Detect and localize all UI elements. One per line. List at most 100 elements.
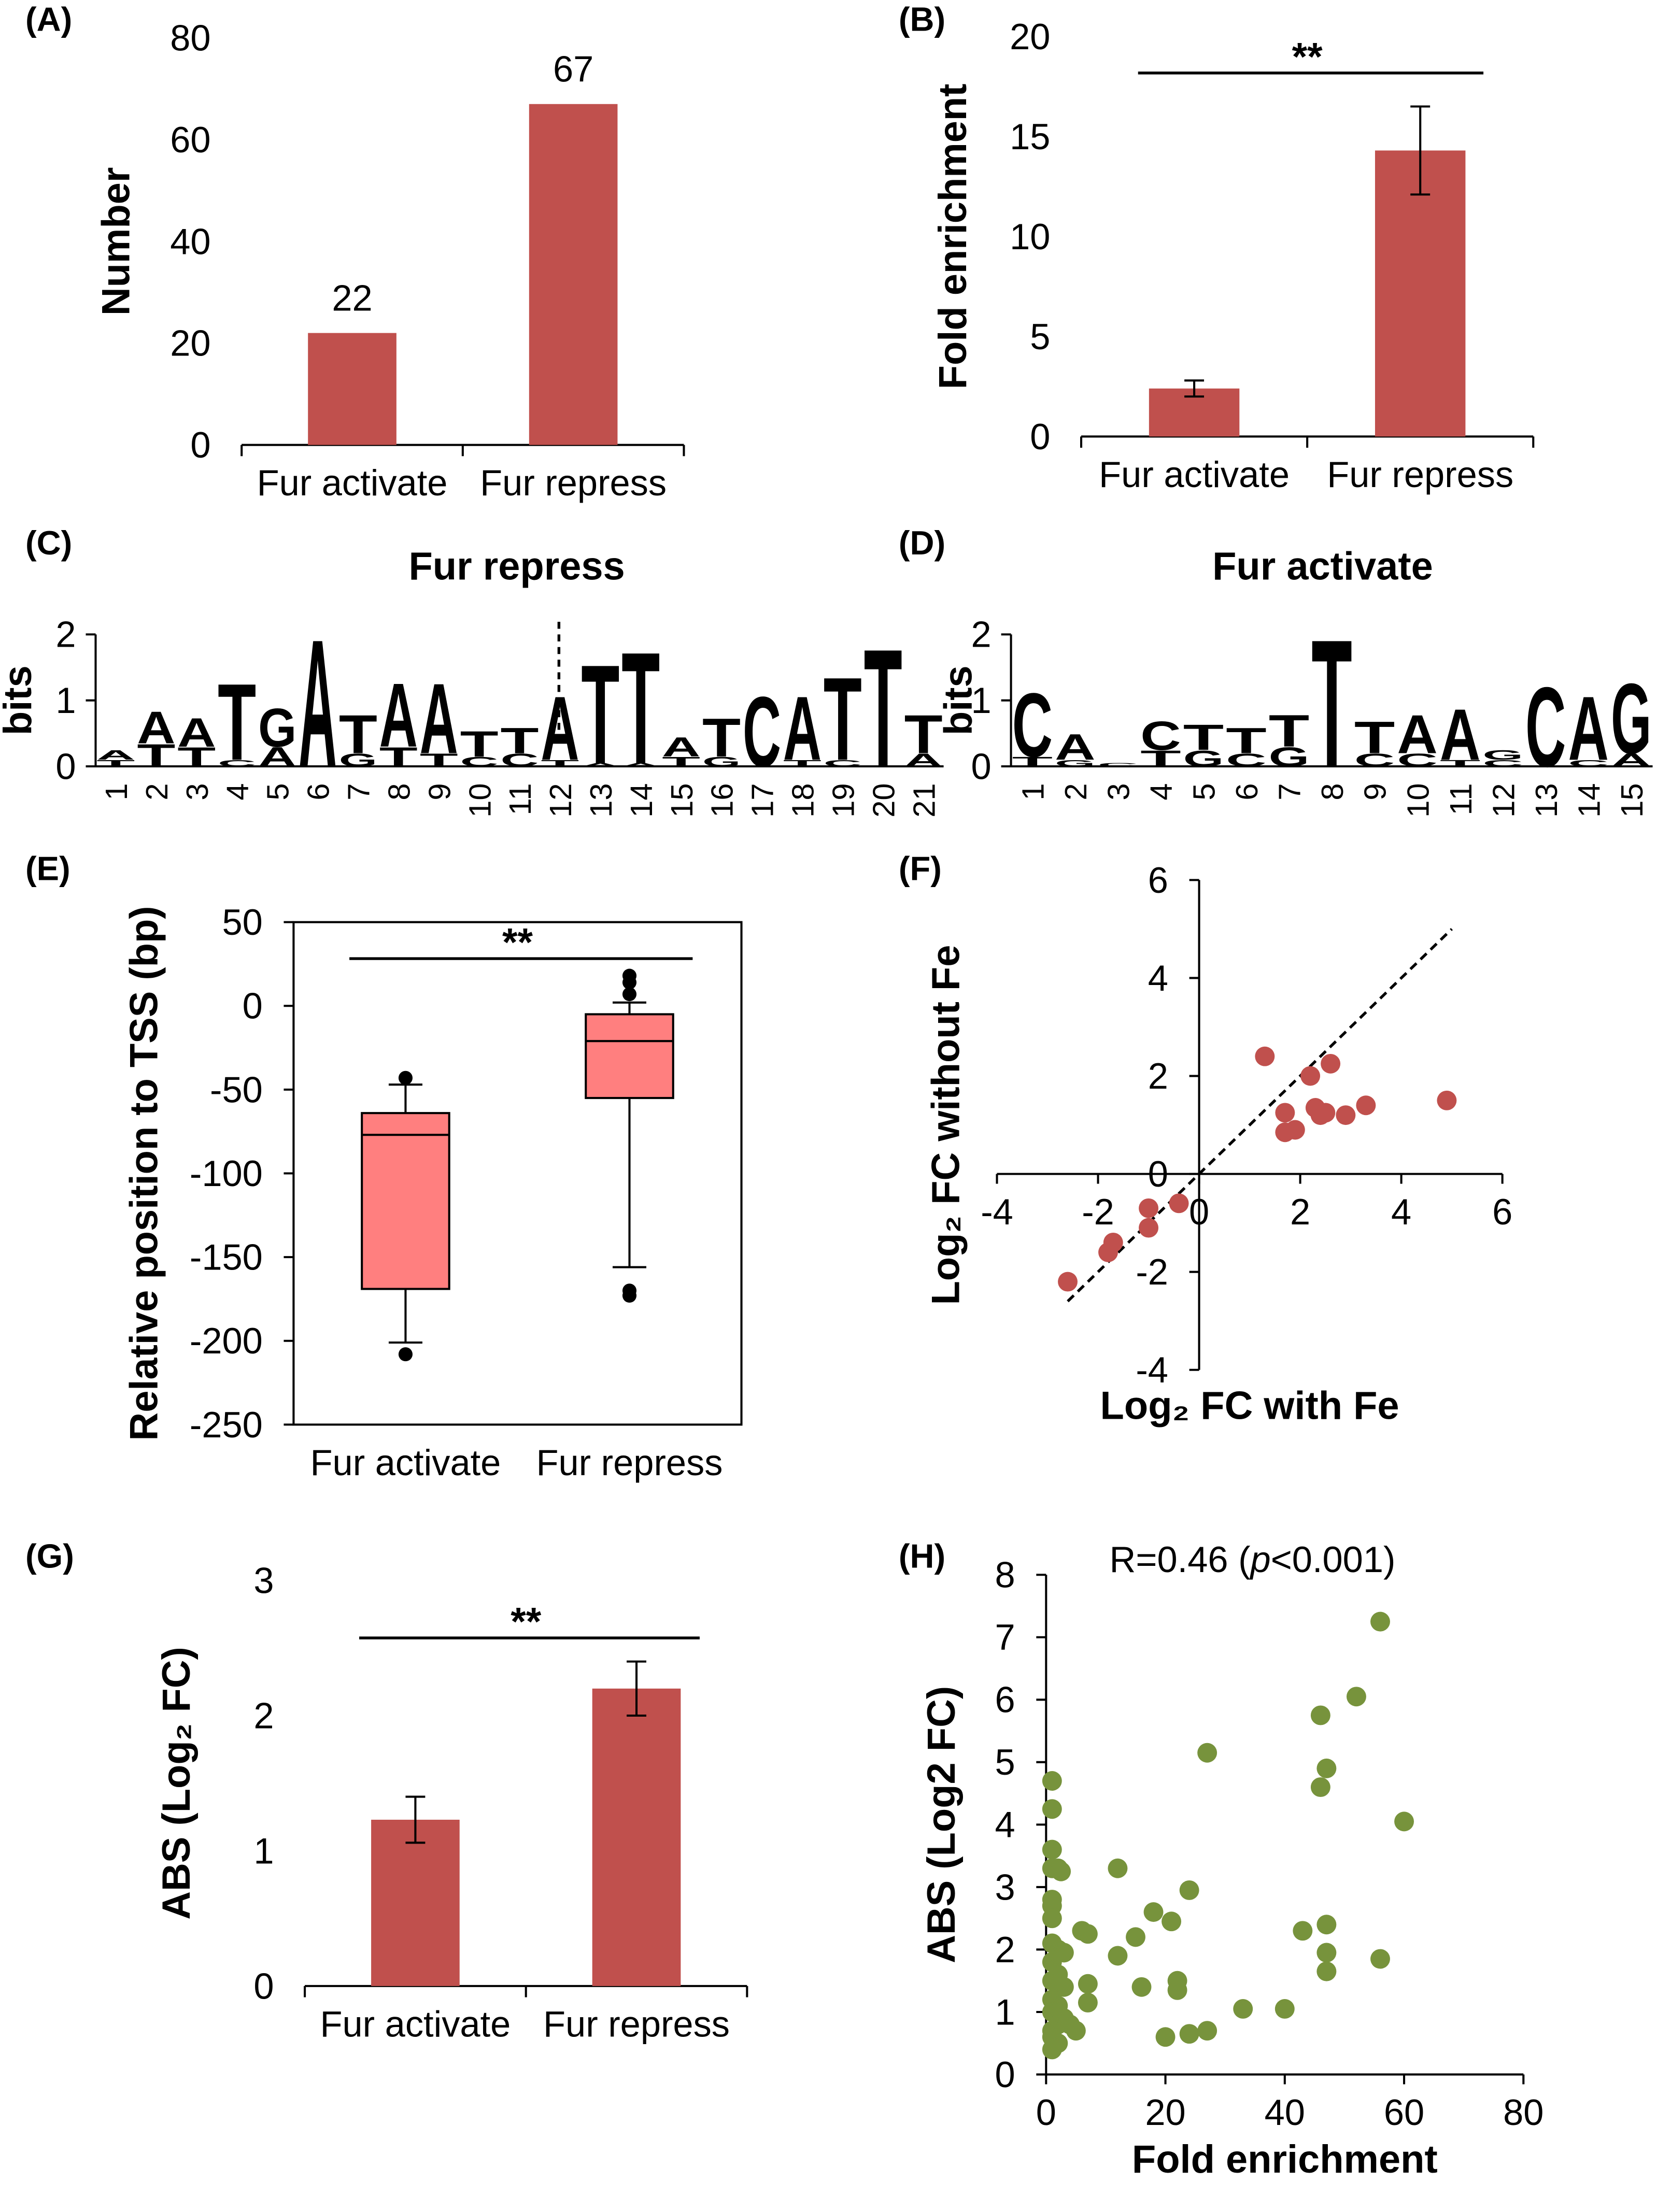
point xyxy=(1285,1120,1305,1140)
logo-letter: T xyxy=(379,741,418,772)
position-label: 3 xyxy=(180,783,215,800)
logo-letter: T xyxy=(177,741,216,772)
point xyxy=(1437,1090,1457,1110)
point xyxy=(1316,1915,1337,1935)
point xyxy=(1042,1839,1062,1860)
y-tick-label: 50 xyxy=(222,902,262,943)
box xyxy=(361,1112,450,1290)
point xyxy=(1310,1705,1330,1725)
logo-letter: T xyxy=(904,704,943,765)
panel-label: (H) xyxy=(899,1537,945,1575)
chart-title: Fur repress xyxy=(408,545,625,589)
x-axis-label: Fold enrichment xyxy=(1132,2137,1438,2181)
logo-letter: A xyxy=(420,663,458,775)
y-tick-label: 5 xyxy=(995,1742,1015,1782)
logo-letter: C xyxy=(460,754,499,769)
logo-letter: T xyxy=(541,758,579,768)
logo-letter: T xyxy=(1183,717,1224,758)
point xyxy=(1131,1977,1152,1997)
x-tick-label: 20 xyxy=(1145,2092,1185,2133)
point xyxy=(1078,1974,1098,1994)
point xyxy=(1394,1811,1414,1832)
position-label: 16 xyxy=(705,783,740,817)
y-tick-label: 40 xyxy=(170,221,210,262)
y-tick-label: -150 xyxy=(190,1237,263,1278)
point xyxy=(1143,1902,1164,1922)
logo-letter: C xyxy=(1568,758,1609,768)
logo-letter: C xyxy=(1012,674,1053,776)
y-tick-label: 1 xyxy=(55,680,76,721)
logo-letter: C xyxy=(218,758,256,768)
y-tick-label: -50 xyxy=(210,1069,263,1110)
y-tick-label: 0 xyxy=(243,986,263,1026)
x-tick-label: 80 xyxy=(1503,2092,1543,2133)
logo-letter: C xyxy=(1140,713,1181,759)
point xyxy=(1162,1911,1182,1932)
logo-letter: T xyxy=(460,723,499,764)
position-label: 21 xyxy=(907,783,941,817)
point xyxy=(1255,1046,1275,1066)
point xyxy=(1179,1880,1199,1900)
logo-letter: A xyxy=(662,732,700,762)
point xyxy=(1321,1053,1341,1074)
outlier xyxy=(398,1071,413,1085)
position-label: 7 xyxy=(1272,783,1307,800)
logo-letter: T xyxy=(783,758,822,768)
logo-letter: A xyxy=(1568,678,1609,779)
position-label: 8 xyxy=(1315,783,1350,800)
y-tick-label: 8 xyxy=(995,1554,1015,1595)
logo-letter: A xyxy=(96,747,135,762)
significance-label: ** xyxy=(1292,35,1323,79)
position-label: 10 xyxy=(462,783,497,817)
y-tick-label: 10 xyxy=(1010,216,1050,257)
x-tick-label: Fur activate xyxy=(320,2003,511,2044)
y-tick-label: 80 xyxy=(170,18,210,59)
y-tick-label: 0 xyxy=(55,746,76,787)
point xyxy=(1169,1193,1189,1214)
logo-letter: T xyxy=(864,615,902,803)
point xyxy=(1370,1949,1390,1969)
point xyxy=(1042,1908,1062,1929)
significance-label: ** xyxy=(511,1600,542,1644)
point xyxy=(1042,2039,1062,2060)
y-tick-label: 60 xyxy=(170,119,210,160)
annotation-part: <0.001) xyxy=(1271,1539,1396,1580)
y-tick-label: 0 xyxy=(190,424,210,465)
outlier xyxy=(622,987,637,1002)
y-tick-label: 0 xyxy=(1030,416,1050,457)
x-tick-label: 4 xyxy=(1391,1191,1411,1232)
position-label: 3 xyxy=(1101,783,1136,800)
position-label: 4 xyxy=(220,783,255,800)
point xyxy=(1336,1105,1356,1125)
y-tick-label: 3 xyxy=(995,1866,1015,1907)
logo-letter: A xyxy=(621,762,660,767)
x-tick-label: Fur repress xyxy=(536,1442,723,1483)
logo-letter: C xyxy=(1098,762,1138,767)
logo-letter: T xyxy=(218,661,256,783)
x-tick-label: -2 xyxy=(1082,1191,1114,1232)
y-axis-label: bits xyxy=(0,665,40,735)
logo-letter: T xyxy=(662,754,700,769)
point xyxy=(1316,1758,1337,1778)
y-tick-label: 2 xyxy=(55,614,76,655)
point xyxy=(1042,1771,1062,1791)
y-tick-label: 2 xyxy=(995,1929,1015,1970)
y-tick-label: -100 xyxy=(190,1153,263,1194)
point xyxy=(1042,1799,1062,1819)
logo-letter: G xyxy=(339,750,377,770)
bar xyxy=(371,1819,460,1986)
logo-letter: T xyxy=(1440,758,1480,768)
y-axis-label: Number xyxy=(94,167,138,316)
position-label: 6 xyxy=(1229,783,1264,800)
outlier xyxy=(622,1288,637,1303)
x-tick-label: -4 xyxy=(981,1191,1013,1232)
logo-letter: T xyxy=(1012,754,1053,769)
point xyxy=(1316,1961,1337,1981)
position-label: 9 xyxy=(422,783,457,800)
y-axis-label: ABS (Log₂ FC) xyxy=(154,1647,199,1919)
point xyxy=(1078,1924,1098,1944)
point xyxy=(1293,1921,1313,1941)
logo-letter: T xyxy=(581,635,619,793)
point xyxy=(1315,1103,1336,1123)
position-label: 4 xyxy=(1144,783,1179,800)
